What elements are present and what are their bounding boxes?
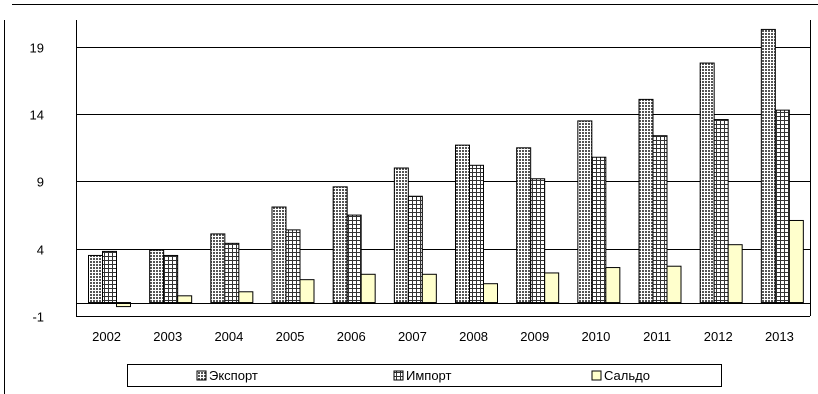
bar-import-2013	[774, 109, 790, 304]
bar-import-2010	[591, 156, 607, 304]
legend-box	[127, 364, 722, 387]
x-tick-label: 2009	[520, 329, 549, 344]
bar-import-2009	[530, 178, 546, 304]
bar-import-2008	[469, 164, 484, 304]
x-tick-label: 2007	[398, 329, 427, 344]
bar-balance-2009	[544, 272, 560, 304]
bar-export-2012	[699, 62, 715, 304]
bar-import-2002	[102, 250, 117, 304]
x-tick-label: 2003	[153, 329, 182, 344]
bar-export-2013	[760, 28, 776, 304]
legend-swatch-export	[196, 370, 207, 381]
bar-export-2008	[455, 144, 470, 304]
bar-export-2005	[271, 206, 287, 304]
bar-import-2007	[407, 195, 423, 304]
bar-export-2007	[393, 167, 409, 304]
y-tick-label: 14	[30, 108, 44, 123]
bar-balance-2003	[177, 295, 193, 304]
x-tick-label: 2010	[581, 329, 610, 344]
bar-balance-2007	[421, 273, 437, 304]
bar-import-2006	[346, 214, 362, 304]
bar-balance-2013	[788, 219, 804, 304]
bar-export-2004	[210, 233, 226, 304]
x-tick-label: 2005	[276, 329, 305, 344]
legend-label-export: Экспорт	[209, 368, 258, 383]
y-tick-label: 19	[30, 41, 44, 56]
x-tick-label: 2004	[214, 329, 243, 344]
x-tick-label: 2002	[92, 329, 121, 344]
y-axis-ticks: -1 4 9 14 19	[30, 41, 44, 325]
axes	[76, 20, 811, 316]
bar-balance-2010	[605, 267, 621, 304]
gridlines	[76, 47, 810, 317]
legend-swatch-import	[393, 370, 404, 381]
y-tick-label: 9	[37, 175, 44, 190]
bar-export-2009	[516, 147, 532, 304]
bar-export-2010	[577, 120, 593, 304]
bar-export-2006	[332, 186, 348, 304]
bar-import-2011	[652, 135, 668, 304]
y-tick-label: -1	[32, 310, 44, 325]
legend-label-balance: Сальдо	[604, 368, 650, 383]
bar-import-2005	[285, 229, 301, 304]
bar-balance-2006	[360, 273, 376, 304]
x-tick-label: 2008	[459, 329, 488, 344]
bar-export-2003	[149, 249, 165, 304]
legend-label-import: Импорт	[406, 368, 451, 383]
bars	[88, 28, 804, 308]
bar-export-2011	[638, 98, 654, 304]
bar-import-2003	[163, 254, 179, 304]
bar-export-2002	[88, 254, 103, 304]
bar-import-2012	[713, 119, 729, 304]
bar-balance-2012	[727, 244, 743, 304]
x-axis-ticks: 2002 2003 2004 2005 2006 2007 2008 2009 2010 2011…	[92, 329, 794, 344]
x-tick-label: 2013	[765, 329, 794, 344]
bar-balance-2004	[238, 291, 254, 304]
y-tick-label: 4	[37, 243, 44, 258]
bar-balance-2002	[116, 302, 131, 308]
x-tick-label: 2012	[704, 329, 733, 344]
x-tick-label: 2011	[643, 329, 671, 344]
bar-import-2004	[224, 242, 240, 304]
legend-swatch-balance	[591, 370, 602, 381]
legend: Экспорт Импорт Сальдо	[127, 364, 722, 387]
bar-balance-2011	[666, 265, 682, 304]
bar-balance-2005	[299, 279, 315, 304]
x-tick-label: 2006	[337, 329, 366, 344]
bar-balance-2008	[483, 283, 498, 304]
